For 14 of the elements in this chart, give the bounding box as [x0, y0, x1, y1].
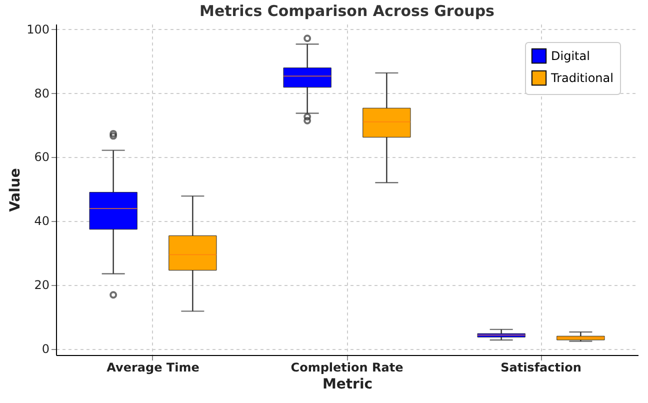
x-tick-label: Completion Rate: [290, 360, 404, 374]
y-tick-label: 20: [34, 278, 50, 292]
y-tick-label: 60: [34, 150, 50, 164]
y-tick-label: 80: [34, 86, 50, 100]
x-tick-label: Satisfaction: [500, 360, 582, 374]
y-axis-title: Value: [8, 168, 24, 212]
legend-label: Traditional: [550, 71, 614, 85]
x-tick-label: Average Time: [106, 360, 200, 374]
y-tick-label: 100: [26, 22, 50, 36]
legend-label: Digital: [551, 49, 590, 63]
x-axis-title: Metric: [322, 376, 373, 392]
chart-title: Metrics Comparison Across Groups: [200, 2, 495, 20]
y-tick-label: 40: [34, 214, 50, 228]
y-tick-label: 0: [42, 342, 50, 356]
